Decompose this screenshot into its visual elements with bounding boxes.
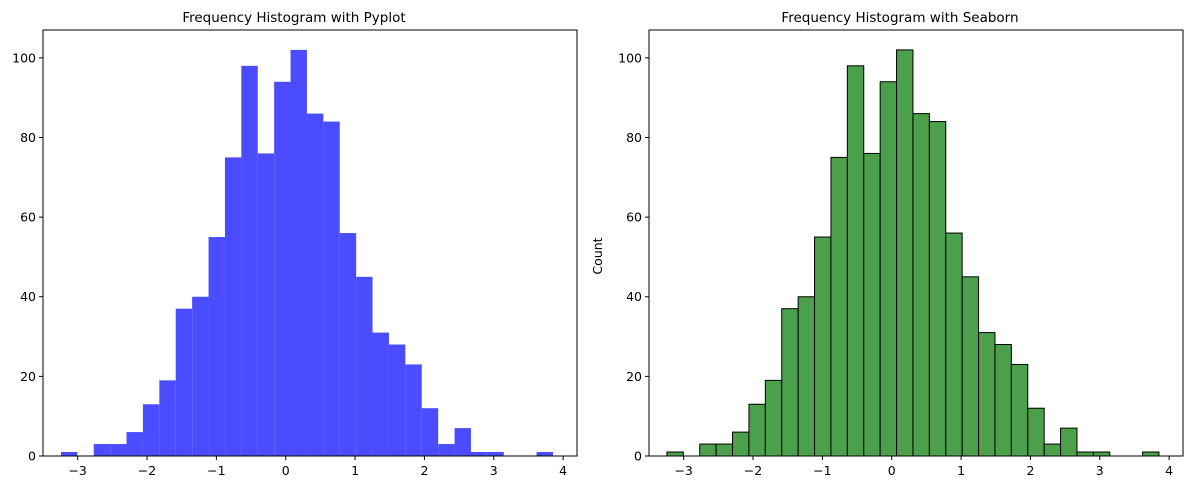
x-tick-label: −2: [744, 463, 762, 478]
histogram-bar: [470, 452, 488, 456]
histogram-bar: [159, 380, 176, 456]
x-tick-label: 4: [559, 463, 567, 478]
histogram-bar: [830, 156, 848, 457]
x-tick-label: 0: [282, 463, 290, 478]
histogram-bar: [1043, 443, 1062, 457]
histogram-bar: [1010, 363, 1029, 457]
histogram-bar: [1027, 407, 1045, 457]
y-tick-label: 0: [634, 449, 642, 464]
axes-frame: [648, 29, 1184, 457]
histogram-bar: [142, 404, 160, 456]
histogram-bar: [405, 364, 422, 456]
histogram-bar: [863, 152, 881, 457]
y-tick-label: 100: [618, 50, 642, 65]
x-tick-label: 0: [888, 463, 896, 478]
chart-title: Frequency Histogram with Pyplot: [182, 10, 405, 26]
histogram-bar: [323, 121, 340, 456]
histogram-bar: [797, 296, 816, 457]
histogram-bar: [748, 403, 766, 457]
histogram-bar: [388, 344, 406, 456]
y-axis-label: Count: [590, 237, 605, 274]
histogram-bar: [961, 276, 980, 457]
y-tick-label: 20: [20, 369, 36, 384]
pyplot-histogram-panel: Frequency Histogram with Pyplot −3 −2 −1 0 1…: [12, 10, 578, 478]
histogram-bar: [224, 157, 242, 456]
x-tick-label: 4: [1165, 463, 1173, 478]
x-tick-label: −3: [674, 463, 692, 478]
histogram-bar: [290, 49, 307, 456]
histogram-bar: [666, 451, 684, 457]
histogram-bar: [192, 296, 209, 456]
histogram-bar: [1092, 451, 1111, 457]
x-tick-label: 1: [957, 463, 965, 478]
histogram-bar: [994, 344, 1012, 457]
x-tick-label: 3: [490, 463, 498, 478]
histogram-bar: [241, 65, 258, 456]
histogram-bar: [945, 232, 963, 457]
x-tick-label: −1: [207, 463, 225, 478]
x-tick-label: −2: [138, 463, 156, 478]
histogram-bar: [60, 452, 78, 456]
axes-frame: [42, 29, 578, 457]
y-tick-label: 80: [20, 130, 36, 145]
histogram-bar: [454, 428, 471, 456]
histogram-bar: [421, 408, 439, 456]
histogram-bar: [372, 332, 389, 456]
histogram-bar: [1076, 451, 1094, 457]
histogram-bar: [306, 113, 324, 457]
y-tick-label: 40: [626, 289, 642, 304]
x-tick-label: 1: [351, 463, 359, 478]
y-tick-label: 0: [28, 449, 36, 464]
histogram-bar: [699, 443, 717, 457]
histogram-bar: [274, 81, 291, 456]
histogram-bar: [732, 431, 750, 457]
histogram-bar: [93, 444, 111, 456]
histogram-bar: [1142, 451, 1160, 457]
histogram-bar: [126, 432, 143, 456]
histogram-bar: [438, 444, 455, 456]
y-tick-label: 60: [20, 210, 36, 225]
histogram-bar: [846, 65, 865, 457]
histogram-bar: [928, 121, 947, 457]
histogram-bar: [978, 332, 996, 457]
x-tick-label: −1: [813, 463, 831, 478]
histogram-bar: [208, 237, 225, 456]
histogram-bar: [487, 452, 504, 456]
histogram-bar: [110, 444, 127, 456]
histogram-bar: [764, 379, 783, 457]
histogram-bar: [175, 308, 193, 456]
chart-title: Frequency Histogram with Seaborn: [781, 10, 1018, 26]
x-tick-label: 2: [420, 463, 428, 478]
seaborn-histogram-panel: Frequency Histogram with Seaborn Count −…: [590, 10, 1184, 478]
histogram-bar: [536, 452, 553, 456]
y-tick-label: 20: [626, 369, 642, 384]
histogram-bar: [1060, 427, 1078, 457]
histogram-bar: [356, 276, 373, 456]
y-tick-label: 100: [12, 50, 36, 65]
histogram-bar: [339, 233, 357, 456]
histogram-bar: [715, 443, 734, 457]
histogram-bar: [781, 308, 799, 457]
y-tick-label: 60: [626, 210, 642, 225]
histogram-bar: [814, 236, 832, 457]
x-tick-label: −3: [68, 463, 86, 478]
x-tick-label: 2: [1026, 463, 1034, 478]
histogram-bar: [896, 49, 914, 457]
histogram-bar: [257, 153, 275, 457]
histogram-bar: [879, 81, 898, 457]
y-tick-label: 40: [20, 289, 36, 304]
histogram-bar: [912, 113, 930, 457]
x-tick-label: 3: [1096, 463, 1104, 478]
y-tick-label: 80: [626, 130, 642, 145]
